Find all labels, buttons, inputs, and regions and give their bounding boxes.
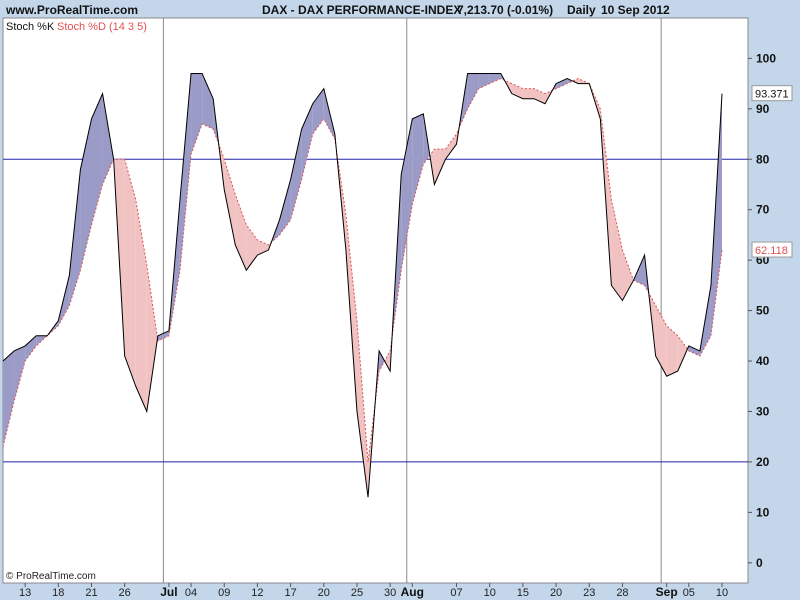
x-tick-label: 09 xyxy=(218,587,230,599)
legend-k-label: Stoch %K xyxy=(6,21,55,33)
x-tick-label: 30 xyxy=(384,587,396,599)
stoch-d-line xyxy=(2,77,723,462)
last-k-badge-text: 93.371 xyxy=(755,89,789,101)
fill-k-above-d xyxy=(478,73,490,89)
period-label: Daily xyxy=(567,3,596,17)
y-tick-label: 80 xyxy=(756,152,770,166)
last-k-badge-box xyxy=(751,85,793,102)
y-tick-label: 40 xyxy=(756,354,770,368)
fill-k-above-d xyxy=(379,350,385,372)
fill-d-above-k xyxy=(345,214,357,412)
fill-k-above-d xyxy=(25,335,37,362)
fill-k-above-d xyxy=(290,128,302,220)
fill-k-above-d xyxy=(3,350,15,447)
x-tick-label: 20 xyxy=(318,587,330,599)
x-tick-label: 28 xyxy=(616,587,628,599)
fill-k-above-d xyxy=(179,73,192,271)
x-tick-label: 26 xyxy=(119,587,131,599)
y-tick-label: 20 xyxy=(756,455,770,469)
fill-k-above-d xyxy=(688,345,700,356)
fill-k-above-d xyxy=(14,345,26,402)
x-tick-label: 12 xyxy=(251,587,263,599)
fill-k-above-d xyxy=(157,330,169,341)
x-axis: 13 18 21 26 Jul 04 09 12 17 20 25 30 Aug 07 10 15 20 23 28… xyxy=(19,583,728,599)
fill-k-above-d xyxy=(567,78,573,84)
fill-k-above-d xyxy=(489,73,501,84)
fill-k-above-d xyxy=(556,78,568,89)
x-tick-label: 21 xyxy=(85,587,97,599)
fill-d-above-k xyxy=(146,265,158,412)
fill-k-above-d xyxy=(91,93,103,225)
fill-d-above-k xyxy=(135,199,147,412)
x-tick-label: 23 xyxy=(583,587,595,599)
last-d-badge-text: 62.118 xyxy=(755,245,788,257)
x-tick-label: 15 xyxy=(517,587,529,599)
fill-d-above-k xyxy=(677,335,688,372)
month-separators xyxy=(162,18,662,583)
date-label: 10 Sep 2012 xyxy=(601,3,670,17)
plot-area xyxy=(2,17,749,584)
fill-d-above-k xyxy=(522,88,534,99)
quote-value: 7,213.70 (-0.01%) xyxy=(457,3,553,17)
last-value-badges: 93.371 62.118 xyxy=(751,85,793,258)
fill-k-above-d xyxy=(69,169,81,306)
x-tick-label: 10 xyxy=(484,587,496,599)
fill-d-above-k xyxy=(224,159,236,246)
series-lines xyxy=(2,72,723,498)
reference-lines xyxy=(3,158,748,463)
fill-d-above-k xyxy=(611,199,623,301)
x-tick-label: 05 xyxy=(683,587,695,599)
x-tick-label: 20 xyxy=(550,587,562,599)
fill-k-above-d xyxy=(36,335,48,346)
fill-d-above-k xyxy=(445,134,457,160)
fill-d-above-k xyxy=(578,78,590,84)
x-tick-label: Sep xyxy=(656,585,678,599)
y-tick-label: 100 xyxy=(756,51,776,65)
fill-d-above-k xyxy=(434,149,446,185)
instrument-title: DAX - DAX PERFORMANCE-INDEX xyxy=(262,3,461,17)
fill-d-above-k xyxy=(384,350,391,372)
y-tick-label: 50 xyxy=(756,304,770,318)
x-tick-label: 07 xyxy=(450,587,462,599)
y-tick-label: 10 xyxy=(756,505,770,519)
x-tick-label: 25 xyxy=(351,587,363,599)
y-tick-label: 70 xyxy=(756,203,770,217)
fill-d-above-k xyxy=(356,320,369,498)
fill-k-above-d xyxy=(279,179,291,235)
fill-k-above-d xyxy=(467,73,479,109)
fill-k-above-d xyxy=(80,118,92,271)
legend-d-label: Stoch %D (14 3 5) xyxy=(57,21,147,33)
copyright-text: © ProRealTime.com xyxy=(6,571,96,582)
fill-d-above-k xyxy=(533,88,546,104)
fill-k-above-d xyxy=(401,118,413,271)
x-tick-label: 10 xyxy=(716,587,728,599)
x-tick-label: 13 xyxy=(19,587,31,599)
fill-d-above-k xyxy=(572,78,579,84)
last-d-badge-box xyxy=(751,241,793,258)
fill-d-above-k xyxy=(124,159,136,387)
x-tick-label: Aug xyxy=(401,585,424,599)
fill-k-above-d xyxy=(102,93,114,185)
x-tick-label: Jul xyxy=(160,585,177,599)
fill-k-above-d xyxy=(710,93,722,336)
y-tick-label: 30 xyxy=(756,404,770,418)
x-tick-label: 17 xyxy=(284,587,296,599)
fill-d-above-k xyxy=(655,305,667,377)
stoch-k-line xyxy=(2,72,723,498)
fill-k-above-d xyxy=(191,73,203,155)
y-tick-label: 0 xyxy=(756,556,763,570)
fill-k-above-d xyxy=(633,255,645,286)
fill-k-above-d xyxy=(202,73,214,129)
y-tick-label: 90 xyxy=(756,102,770,116)
x-tick-label: 04 xyxy=(185,587,197,599)
x-tick-label: 18 xyxy=(52,587,64,599)
fill-d-above-k xyxy=(257,239,269,256)
site-name: www.ProRealTime.com xyxy=(5,3,138,17)
fill-d-above-k xyxy=(622,250,634,301)
fill-d-above-k xyxy=(666,325,678,377)
fill-k-above-d xyxy=(412,113,424,205)
